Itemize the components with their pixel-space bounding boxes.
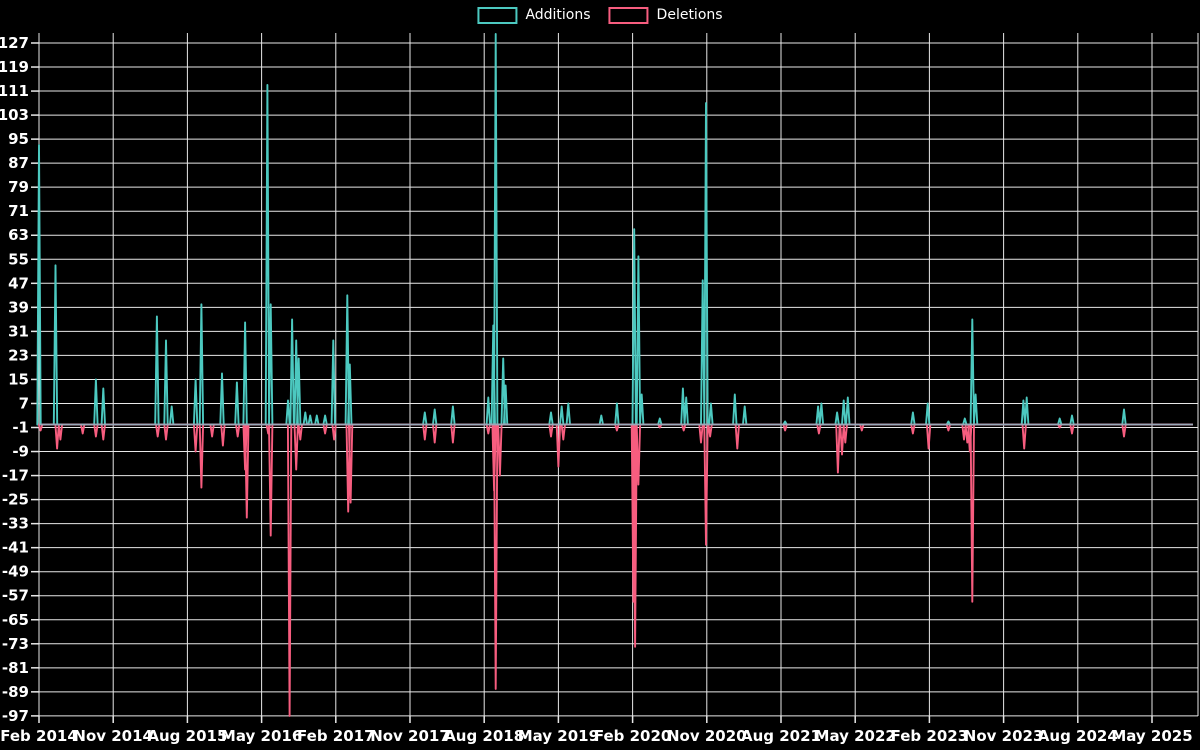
y-tick-label: 103 bbox=[0, 106, 29, 124]
deletions-swatch-icon bbox=[608, 6, 649, 24]
x-tick-label: Feb 2014 bbox=[0, 727, 78, 745]
x-tick-label: Nov 2014 bbox=[73, 727, 153, 745]
y-tick-label: 95 bbox=[8, 130, 29, 148]
x-tick-label: May 2019 bbox=[518, 727, 599, 745]
legend-item-additions[interactable]: Additions bbox=[477, 6, 591, 24]
y-tick-label: 55 bbox=[8, 250, 29, 268]
y-tick-label: 15 bbox=[8, 370, 29, 388]
x-tick-label: May 2025 bbox=[1111, 727, 1192, 745]
series-line-additions bbox=[36, 33, 1193, 426]
additions-swatch-icon bbox=[477, 6, 518, 24]
y-tick-label: 7 bbox=[19, 394, 29, 412]
y-tick-label: 63 bbox=[8, 226, 29, 244]
y-tick-label: -33 bbox=[2, 515, 29, 533]
x-tick-label: Feb 2017 bbox=[297, 727, 375, 745]
x-tick-label: Aug 2024 bbox=[1038, 727, 1118, 745]
y-tick-label: -73 bbox=[2, 635, 29, 653]
y-tick-label: 127 bbox=[0, 34, 29, 52]
y-tick-label: 87 bbox=[8, 154, 29, 172]
y-tick-label: 71 bbox=[8, 202, 29, 220]
y-tick-label: 47 bbox=[8, 274, 29, 292]
x-tick-label: Nov 2017 bbox=[370, 727, 450, 745]
x-tick-label: Aug 2018 bbox=[444, 727, 524, 745]
y-tick-label: -1 bbox=[12, 419, 29, 437]
y-tick-label: -57 bbox=[2, 587, 29, 605]
x-tick-label: Aug 2021 bbox=[741, 727, 821, 745]
y-tick-label: -81 bbox=[2, 659, 29, 677]
x-tick-label: May 2022 bbox=[815, 727, 896, 745]
legend-item-deletions[interactable]: Deletions bbox=[608, 6, 723, 24]
x-tick-label: Feb 2023 bbox=[891, 727, 969, 745]
y-tick-label: 79 bbox=[8, 178, 29, 196]
x-tick-label: Feb 2020 bbox=[594, 727, 672, 745]
x-tick-label: May 2016 bbox=[221, 727, 302, 745]
y-tick-label: 23 bbox=[8, 346, 29, 364]
y-tick-label: -97 bbox=[2, 707, 29, 725]
y-tick-label: -17 bbox=[2, 467, 29, 485]
chart-legend: Additions Deletions bbox=[477, 6, 723, 24]
y-tick-label: -41 bbox=[2, 539, 29, 557]
y-tick-label: -25 bbox=[2, 491, 29, 509]
legend-label-additions: Additions bbox=[525, 7, 591, 23]
y-tick-label: 31 bbox=[8, 322, 29, 340]
y-tick-label: 39 bbox=[8, 298, 29, 316]
x-tick-label: Nov 2023 bbox=[964, 727, 1044, 745]
y-tick-label: -9 bbox=[12, 443, 29, 461]
x-tick-label: Nov 2020 bbox=[667, 727, 747, 745]
y-tick-label: 119 bbox=[0, 58, 29, 76]
y-tick-label: -49 bbox=[2, 563, 29, 581]
series-line-deletions bbox=[37, 423, 1193, 717]
y-tick-label: -65 bbox=[2, 611, 29, 629]
x-tick-label: Aug 2015 bbox=[147, 727, 227, 745]
y-tick-label: 111 bbox=[0, 82, 29, 100]
legend-label-deletions: Deletions bbox=[656, 7, 723, 23]
y-tick-label: -89 bbox=[2, 683, 29, 701]
